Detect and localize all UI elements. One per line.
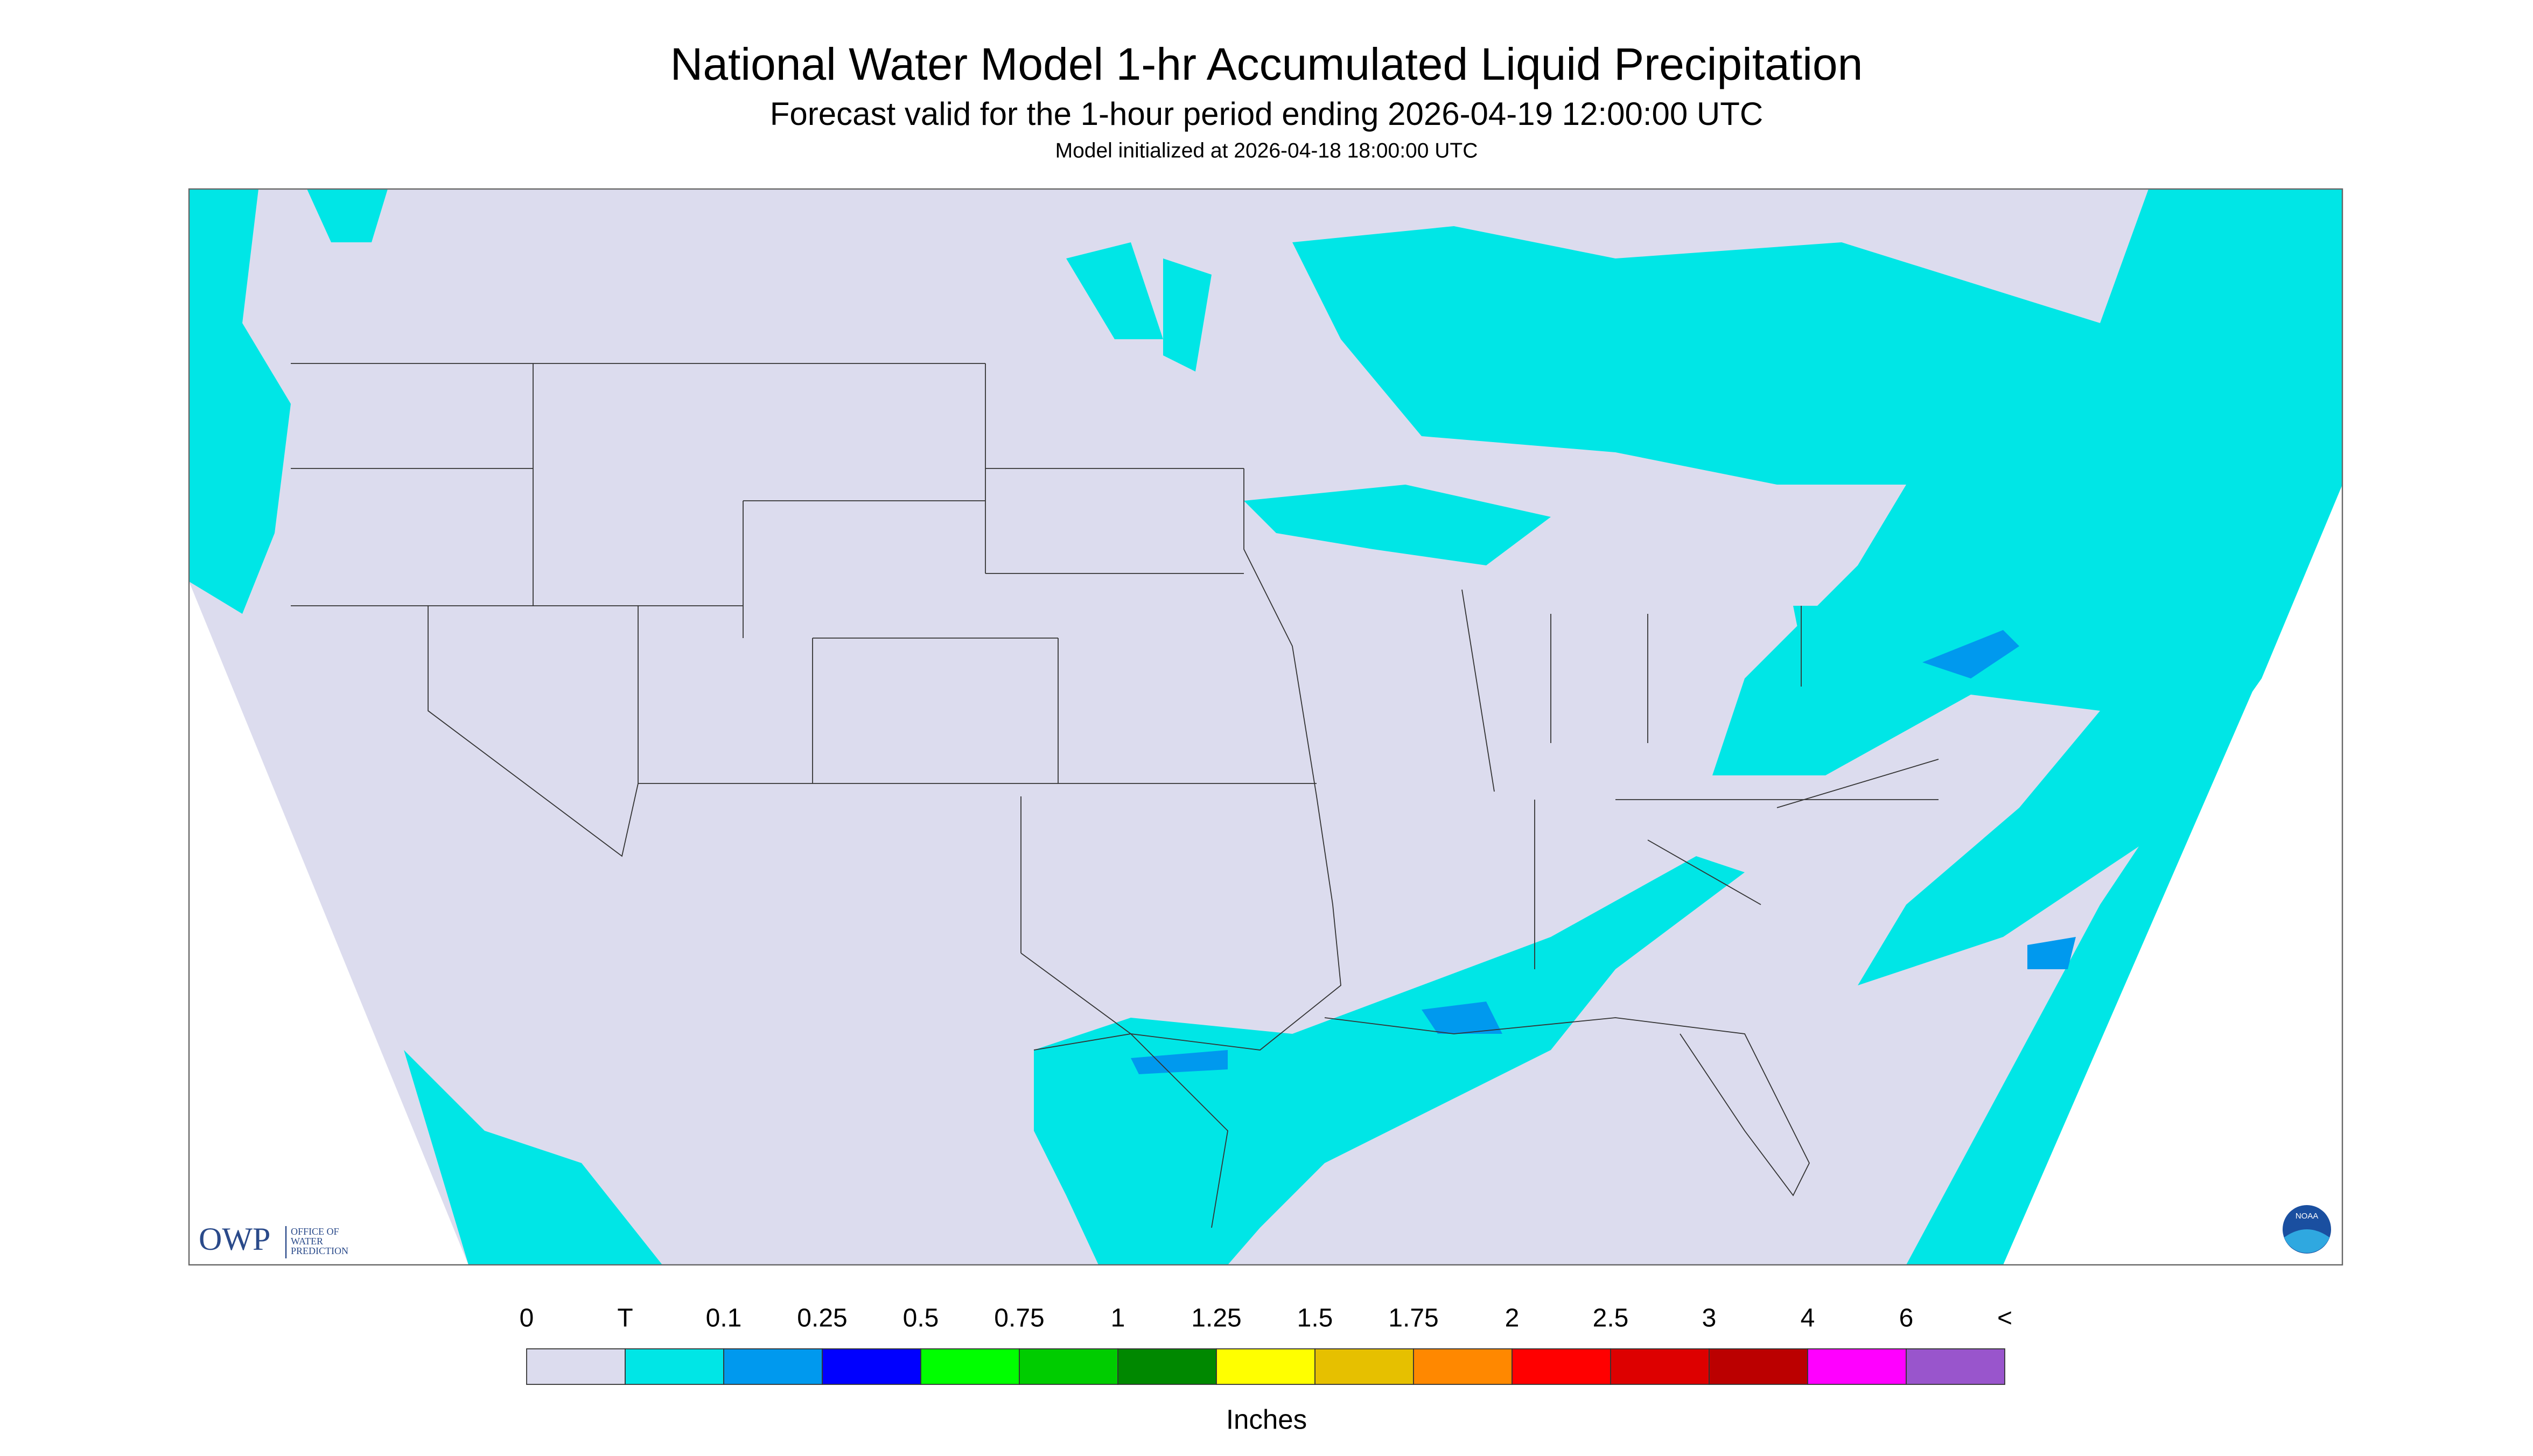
rain-area: [1292, 189, 2342, 986]
legend-swatch: [920, 1348, 1020, 1385]
legend-swatch: [822, 1348, 921, 1385]
rain-area: [404, 1050, 662, 1265]
legend-swatch: [1216, 1348, 1316, 1385]
legend-label: 4: [1801, 1304, 1815, 1333]
legend-swatch: [1807, 1348, 1907, 1385]
state-borders: [291, 363, 1939, 1051]
legend-unit: Inches: [1226, 1404, 1307, 1434]
legend-swatch: [1512, 1348, 1611, 1385]
legend-swatch: [1117, 1348, 1217, 1385]
legend-label: 1: [1111, 1304, 1125, 1333]
map-frame: [188, 188, 2343, 1266]
rain-area: [1034, 856, 1745, 1265]
owp-logo: OWP: [199, 1221, 270, 1257]
legend-label: 6: [1899, 1304, 1914, 1333]
legend-label: 3: [1702, 1304, 1717, 1333]
legend-label: 0: [520, 1304, 534, 1333]
legend-swatch: [1019, 1348, 1118, 1385]
legend: 0 T 0.1 0.25 0.5 0.75 1 1.25 1.5 1.75 2 2.5 3 4 6 <: [520, 1304, 2012, 1385]
title: National Water Model 1-hr Accumulated Li…: [670, 39, 1863, 89]
legend-label: T: [617, 1304, 633, 1333]
legend-swatch: [1610, 1348, 1710, 1385]
legend-label: 2: [1505, 1304, 1520, 1333]
legend-swatch: [526, 1348, 626, 1385]
rain-area: [1244, 485, 1551, 566]
owp-logo-line: WATER: [291, 1236, 323, 1247]
rain-area: [307, 189, 388, 243]
noaa-logo-wave: [2284, 1229, 2329, 1253]
legend-swatch: [1906, 1348, 2005, 1385]
legend-label: 1.5: [1297, 1304, 1333, 1333]
legend-label: <: [1997, 1304, 2012, 1333]
subtitle: Forecast valid for the 1-hour period end…: [770, 96, 1763, 132]
legend-swatch: [1413, 1348, 1513, 1385]
legend-label: 2.5: [1593, 1304, 1629, 1333]
legend-label: 0.5: [903, 1304, 939, 1333]
rain-area: [1906, 485, 2342, 1265]
coastline: [1033, 1017, 1810, 1228]
legend-swatch: [1709, 1348, 1808, 1385]
rain-area: [189, 189, 291, 614]
legend-label: 0.1: [706, 1304, 742, 1333]
legend-label: 0.25: [797, 1304, 847, 1333]
legend-label: 1.75: [1388, 1304, 1438, 1333]
legend-swatch: [625, 1348, 724, 1385]
legend-swatch: [1314, 1348, 1414, 1385]
owp-logo-line: PREDICTION: [291, 1245, 348, 1256]
owp-logo-line: OFFICE OF: [291, 1226, 339, 1237]
legend-label: 1.25: [1191, 1304, 1241, 1333]
legend-swatch: [723, 1348, 823, 1385]
rain-area: [1066, 242, 1212, 372]
init-time: Model initialized at 2026-04-18 18:00:00…: [1055, 139, 1478, 162]
noaa-label: NOAA: [2296, 1212, 2319, 1221]
legend-label: 0.75: [994, 1304, 1044, 1333]
